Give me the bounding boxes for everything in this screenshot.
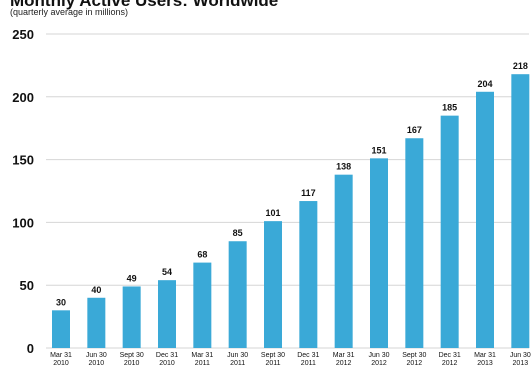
x-tick-label: Jun 30 xyxy=(227,352,248,359)
bar xyxy=(228,241,247,348)
x-tick-year: 2010 xyxy=(89,360,105,367)
x-tick-year: 2010 xyxy=(124,360,140,367)
bar xyxy=(52,310,70,348)
x-tick-year: 2011 xyxy=(265,360,280,367)
x-tick-year: 2010 xyxy=(159,360,175,367)
x-tick-label: Jun 30 xyxy=(368,352,389,359)
x-tick-year: 2012 xyxy=(371,360,387,367)
bar-value-label: 49 xyxy=(127,273,137,283)
x-tick-label: Mar 31 xyxy=(50,352,72,359)
x-tick-label: Dec 31 xyxy=(297,352,319,359)
bar xyxy=(299,201,318,348)
bar xyxy=(334,174,353,348)
bar xyxy=(405,138,424,348)
x-tick-label: Mar 31 xyxy=(333,352,355,359)
bar xyxy=(87,297,106,348)
bar-value-label: 101 xyxy=(265,208,280,218)
bar xyxy=(264,221,282,348)
y-tick-label: 0 xyxy=(27,341,34,356)
y-tick-label: 150 xyxy=(12,153,34,168)
bar-value-label: 204 xyxy=(477,79,492,89)
bar-value-label: 40 xyxy=(91,285,101,295)
bar xyxy=(370,158,388,348)
x-tick-year: 2013 xyxy=(513,360,529,367)
y-tick-label: 250 xyxy=(12,27,34,42)
x-tick-year: 2011 xyxy=(195,360,210,367)
bar xyxy=(440,115,459,348)
bar-value-label: 68 xyxy=(197,250,207,260)
bar xyxy=(158,280,176,348)
bar xyxy=(193,262,212,348)
y-tick-label: 200 xyxy=(12,90,34,105)
x-tick-year: 2010 xyxy=(53,360,69,367)
chart-title: Monthly Active Users: Worldwide xyxy=(10,0,279,10)
x-tick-label: Sept 30 xyxy=(261,352,285,359)
x-tick-year: 2011 xyxy=(301,360,316,367)
x-tick-label: Sept 30 xyxy=(120,352,144,359)
bar-value-label: 151 xyxy=(371,145,386,155)
x-tick-label: Jun 30 xyxy=(510,352,531,359)
x-tick-label: Jun 30 xyxy=(86,352,107,359)
bar-value-label: 185 xyxy=(442,103,457,113)
y-tick-label: 100 xyxy=(12,215,34,230)
bar-value-label: 54 xyxy=(162,267,172,277)
x-tick-year: 2012 xyxy=(336,360,352,367)
x-tick-year: 2012 xyxy=(407,360,423,367)
x-tick-label: Sept 30 xyxy=(402,352,426,359)
bar xyxy=(511,74,530,348)
x-tick-label: Mar 31 xyxy=(191,352,213,359)
bar-value-label: 30 xyxy=(56,297,66,307)
bar-value-label: 167 xyxy=(407,125,422,135)
bar xyxy=(476,91,494,348)
x-tick-label: Mar 31 xyxy=(474,352,496,359)
bar-value-label: 117 xyxy=(301,188,316,198)
y-tick-label: 50 xyxy=(20,278,34,293)
x-tick-year: 2013 xyxy=(477,360,493,367)
x-tick-year: 2011 xyxy=(230,360,245,367)
x-tick-year: 2012 xyxy=(442,360,458,367)
x-tick-label: Dec 31 xyxy=(156,352,178,359)
chart-subtitle: (quarterly average in millions) xyxy=(10,7,129,17)
bar-value-label: 218 xyxy=(513,61,528,71)
bar xyxy=(122,286,141,348)
bar-value-label: 138 xyxy=(336,162,351,172)
bar-value-label: 85 xyxy=(233,228,243,238)
x-tick-label: Dec 31 xyxy=(439,352,461,359)
